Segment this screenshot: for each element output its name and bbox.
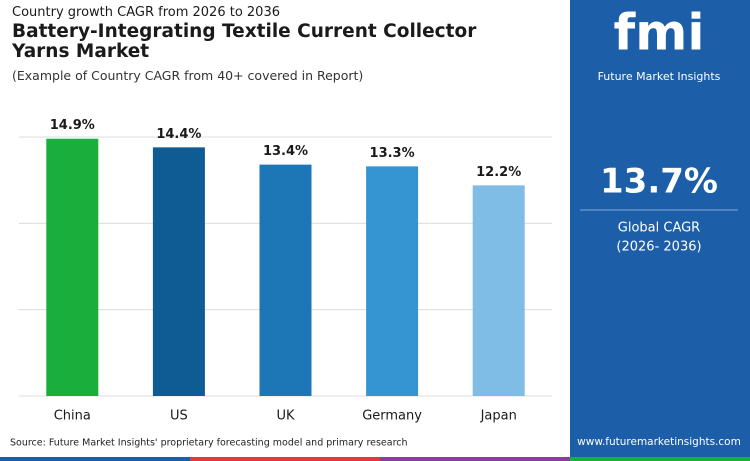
strip [380, 457, 570, 461]
panel-label: Global CAGR [618, 221, 700, 236]
brand: Future Market Insights [598, 70, 721, 83]
bar [46, 138, 99, 396]
source: Source: Future Market Insights' propriet… [10, 438, 408, 449]
side-panel [570, 0, 750, 461]
bar [259, 164, 312, 396]
subtitle: Country growth CAGR from 2026 to 2036 [12, 5, 280, 20]
note: (Example of Country CAGR from 40+ covere… [12, 68, 364, 83]
value-label: 12.2% [476, 165, 521, 180]
value-label: 13.4% [263, 144, 308, 159]
panel-value: 13.7% [600, 162, 718, 202]
x-tick-label: US [170, 409, 188, 424]
x-tick-label: UK [276, 409, 295, 424]
bar [152, 147, 205, 396]
x-tick-label: Germany [362, 409, 422, 424]
panel-period: (2026- 2036) [616, 240, 701, 255]
bar [472, 185, 525, 396]
x-tick-label: Japan [480, 409, 517, 424]
title: Battery-Integrating Textile Current Coll… [12, 21, 477, 62]
strip [190, 457, 380, 461]
logo: fmi [614, 4, 705, 62]
value-label: 14.4% [156, 127, 201, 142]
strip [0, 457, 190, 461]
url: www.futuremarketinsights.com [577, 436, 741, 448]
bar [366, 166, 419, 396]
x-tick-label: China [54, 409, 91, 424]
value-label: 13.3% [370, 146, 415, 161]
value-label: 14.9% [50, 118, 95, 133]
strip [570, 457, 750, 461]
